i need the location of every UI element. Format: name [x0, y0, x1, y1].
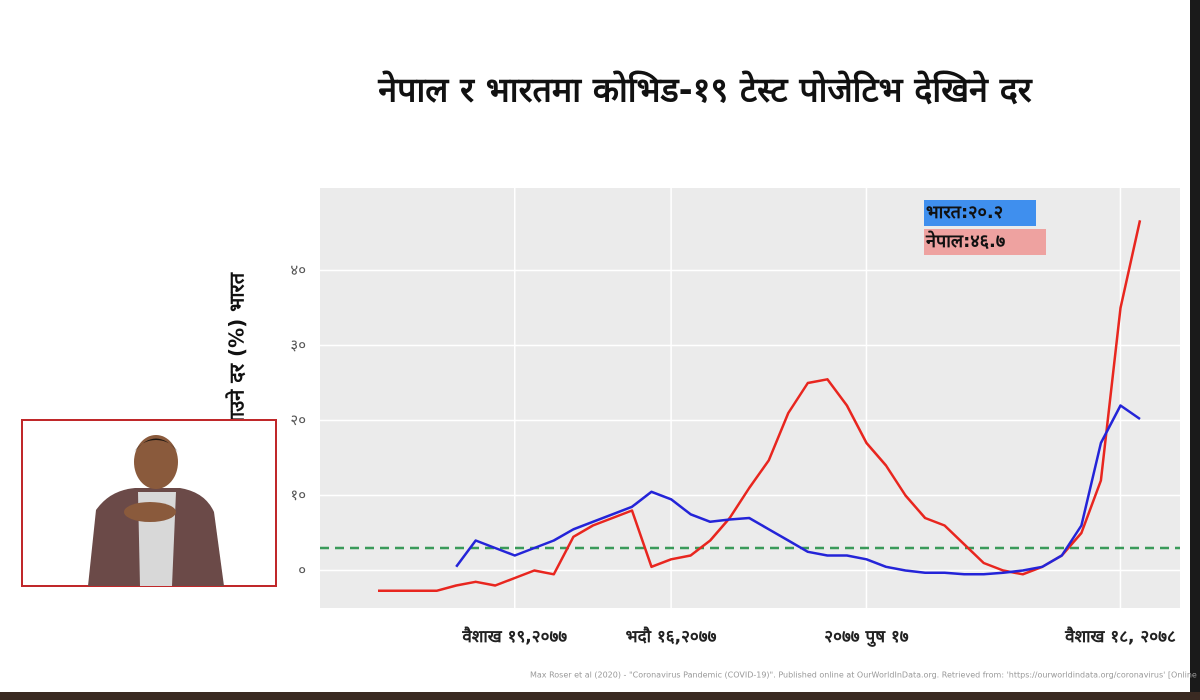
x-tick-label: वैशाख १९,२०७७ — [461, 626, 567, 647]
legend-label: भारत:२०.२ — [926, 202, 1003, 223]
y-tick-label: २० — [290, 411, 306, 429]
plot-area — [320, 188, 1180, 608]
source-note: Max Roser et al (2020) - "Coronavirus Pa… — [530, 671, 1200, 680]
y-tick-label: ४० — [290, 261, 306, 279]
y-tick-label: १० — [290, 486, 306, 504]
frame-edge — [1190, 0, 1200, 700]
signer-head — [134, 435, 178, 489]
chart-title: नेपाल र भारतमा कोभिड-१९ टेस्ट पोजेटिभ दे… — [377, 70, 1033, 111]
x-tick-label: २०७७ पुष १७ — [824, 627, 909, 647]
frame-edge — [0, 692, 1200, 700]
legend-highlight — [924, 200, 1036, 226]
series-line — [455, 404, 1141, 576]
x-tick-label: भदौ १६,२०७७ — [626, 626, 717, 647]
signer-hands — [124, 502, 176, 522]
legend-label: नेपाल:४६.७ — [925, 230, 1005, 252]
y-tick-label: ० — [298, 561, 306, 579]
signer-hair — [134, 438, 178, 452]
plot: ० १० २० ३० ४० वैशाख १९,२०७७ भदौ १६,२०७७ २०७७ पु… — [290, 188, 1180, 647]
y-tick-label: ३० — [290, 336, 306, 354]
signer-inset — [21, 419, 277, 587]
x-tick-label: वैशाख १८, २०७८ — [1064, 626, 1176, 647]
legend-highlight — [924, 229, 1046, 255]
